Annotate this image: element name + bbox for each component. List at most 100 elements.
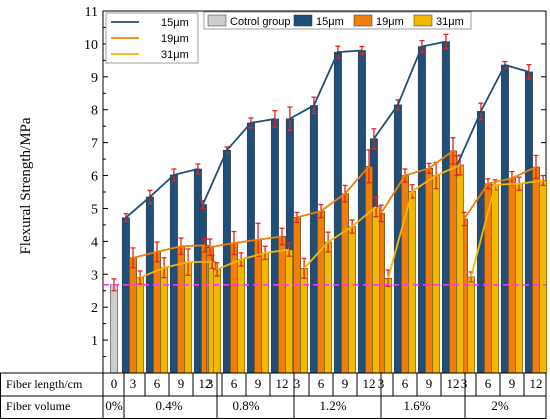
bar-19μm-2%-12: [532, 166, 540, 374]
bar-15μm-0.4%-3: [121, 217, 130, 374]
y-tick-label: 1: [91, 334, 98, 349]
bar-31μm-0.8%-12: [285, 249, 294, 374]
bar-31μm-1.6%-12: [456, 164, 465, 374]
table-row-label-length: Fiber length/cm: [6, 377, 83, 391]
fiber-length-cell: 3: [207, 376, 214, 391]
bar-31μm-1.2%-6: [324, 241, 333, 374]
bar-31μm-1.6%-3: [384, 277, 393, 374]
trend-line-19μm: [209, 235, 283, 249]
bar-19μm-1.6%-9: [425, 168, 433, 374]
fiber-length-cell: 12: [530, 376, 543, 391]
fiber-length-cell: 9: [255, 376, 262, 391]
bar-15μm-1.2%-12: [357, 50, 366, 374]
bar-19μm-2%-9: [508, 177, 516, 374]
fiber-length-cell: 9: [426, 376, 433, 391]
bar-legend-label: 15μm: [316, 16, 344, 28]
bar-15μm-0.8%-6: [222, 149, 231, 374]
bar-31μm-1.6%-6: [408, 191, 417, 374]
bar-19μm-1.2%-9: [341, 193, 349, 374]
bar-legend: [203, 11, 472, 30]
trend-line-15μm: [202, 118, 276, 205]
bar-15μm-1.2%-9: [333, 51, 342, 374]
trend-line-19μm: [463, 166, 537, 220]
y-tick-label: 2: [91, 301, 98, 316]
fiber-length-cell: 3: [130, 376, 137, 391]
bar-15μm-1.6%-12: [441, 41, 450, 374]
line-legend-label: 15μm: [161, 17, 189, 29]
bar-31μm-0.8%-6: [237, 259, 246, 374]
trend-line-31μm: [216, 248, 290, 271]
bar-31μm-2%-3: [467, 276, 476, 374]
trend-line-31μm: [139, 260, 213, 279]
bar-31μm-2%-6: [491, 184, 500, 374]
trend-line-19μm: [296, 165, 370, 219]
trend-line-15μm: [289, 49, 362, 120]
fiber-volume-cell: 0.8%: [232, 398, 259, 413]
fiber-length-cell: 6: [318, 376, 325, 391]
fiber-volume-cell: 1.2%: [319, 398, 346, 413]
fiber-length-cell: 6: [154, 376, 161, 391]
bar-19μm-0.4%-3: [129, 257, 137, 374]
bar-15μm-2%-12: [524, 71, 533, 374]
bar-31μm-1.2%-12: [372, 206, 381, 374]
fiber-length-cell: 3: [294, 376, 301, 391]
bar-legend-label: Cotrol group: [230, 16, 291, 28]
line-legend-label: 19μm: [161, 33, 189, 45]
fiber-length-cell: 9: [509, 376, 516, 391]
fiber-length-cell: 6: [231, 376, 238, 391]
y-tick-label: 8: [91, 104, 98, 119]
bar-legend-label: 19μm: [376, 16, 404, 28]
trend-line-31μm: [303, 206, 377, 269]
fiber-length-cell: 6: [485, 376, 492, 391]
y-tick-label: 10: [84, 38, 98, 53]
bar-19μm-0.4%-9: [177, 246, 185, 374]
bar-19μm-1.2%-6: [317, 210, 325, 374]
y-tick-label: 6: [91, 170, 98, 185]
table-row-label-volume: Fiber volume: [6, 399, 70, 413]
y-tick-label: 5: [91, 202, 98, 217]
fiber-volume-cell: 1.6%: [403, 398, 430, 413]
bar-legend-label: 31μm: [436, 16, 464, 28]
bar-15μm-2%-9: [500, 64, 509, 374]
bar-19μm-0.8%-9: [254, 239, 262, 374]
fiber-length-cell: 12: [447, 376, 460, 391]
bar-legend-swatch: [413, 14, 433, 27]
fiber-length-cell: 12: [363, 376, 376, 391]
fiber-length-cell: 0: [111, 376, 118, 391]
trend-line-15μm: [125, 168, 199, 219]
y-axis-label: Flexural Strength/MPa: [18, 117, 34, 254]
trend-line-31μm: [470, 179, 544, 278]
bar-15μm-0.4%-9: [169, 174, 178, 374]
bar-31μm-0.8%-9: [261, 252, 270, 374]
fiber-length-cell: 3: [378, 376, 385, 391]
fiber-volume-cell: 0%: [105, 398, 123, 413]
bar-31μm-0.4%-3: [136, 277, 145, 374]
fiber-volume-cell: 2%: [491, 398, 509, 413]
fiber-length-cell: 9: [342, 376, 349, 391]
bar-31μm-2%-12: [539, 180, 548, 374]
fiber-length-cell: 6: [402, 376, 409, 391]
bar-31μm-1.2%-9: [348, 226, 357, 374]
bar-31μm-0.4%-6: [160, 267, 169, 374]
trend-line-19μm: [132, 244, 206, 259]
bar-31μm-0.4%-9: [184, 261, 193, 374]
trend-line-19μm: [380, 150, 454, 214]
fiber-length-cell: 12: [276, 376, 289, 391]
bar-19μm-1.2%-3: [293, 217, 301, 374]
control-bar: [110, 284, 119, 374]
fiber-volume-cell: 0.4%: [155, 398, 182, 413]
bar-15μm-0.8%-12: [270, 118, 279, 374]
bar-15μm-1.2%-6: [309, 105, 318, 374]
trend-line-31μm: [387, 164, 461, 279]
bar-19μm-1.6%-12: [449, 150, 457, 374]
bar-legend-swatch: [293, 14, 313, 27]
bar-15μm-1.6%-6: [393, 104, 402, 374]
bar-31μm-2%-9: [515, 183, 524, 374]
trend-line-15μm: [373, 40, 447, 140]
bar-15μm-1.6%-9: [417, 46, 426, 374]
y-tick-label: 4: [91, 235, 98, 250]
bar-15μm-0.8%-9: [246, 122, 255, 374]
trend-line-15μm: [456, 63, 530, 167]
y-tick-label: 3: [91, 268, 98, 283]
